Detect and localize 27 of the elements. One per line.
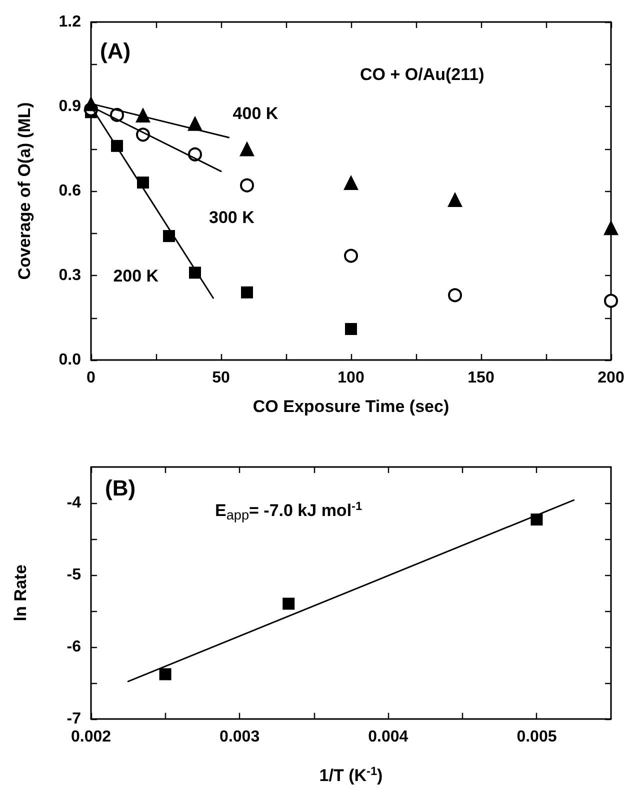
annotation: CO + O/Au(211) (360, 65, 484, 84)
x-tick-label: 150 (468, 370, 494, 386)
y-tick-label: 0.3 (58, 267, 82, 284)
text: 300 K (209, 208, 256, 227)
x-tick-label: 0.002 (70, 728, 112, 746)
y-tick-label: -4 (66, 494, 82, 512)
series-label: 200 K (113, 266, 160, 286)
annotation: (B) (105, 476, 136, 500)
y-tick-label: -6 (66, 638, 82, 656)
x-tick-label: 50 (212, 370, 230, 386)
y-axis-title: Coverage of O(a) (ML) (15, 102, 34, 280)
x-tick-label: 0.005 (516, 728, 557, 746)
y-tick-label: 1.2 (58, 14, 82, 30)
annotation: (A) (100, 38, 131, 64)
y-tick-label: -5 (66, 566, 82, 584)
x-tick-label: 200 (598, 370, 624, 386)
y-tick-label: -7 (66, 710, 82, 728)
x-tick-label: 100 (338, 370, 364, 386)
x-tick-label: 0.004 (368, 728, 408, 746)
y-tick-label: 0.9 (58, 98, 82, 115)
y-tick-label: 0.0 (58, 352, 82, 368)
x-tick-label: 0 (86, 370, 96, 386)
series-label: 400 K (232, 104, 279, 123)
x-axis-title: CO Exposure Time (sec) (252, 397, 450, 416)
y-axis-title: ln Rate (11, 564, 30, 622)
x-tick-label: 0.003 (220, 728, 260, 746)
y-tick-label: 0.6 (58, 182, 82, 200)
